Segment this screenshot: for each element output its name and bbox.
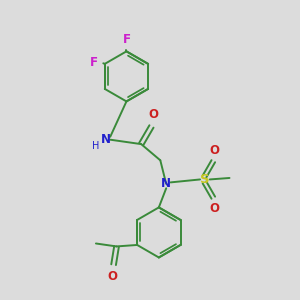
Text: O: O <box>210 144 220 157</box>
Text: O: O <box>210 202 220 215</box>
Text: N: N <box>101 133 111 146</box>
Text: F: F <box>90 56 98 69</box>
Text: O: O <box>107 270 117 283</box>
Text: S: S <box>200 173 209 186</box>
Text: N: N <box>161 177 171 190</box>
Text: F: F <box>122 33 130 46</box>
Text: H: H <box>92 141 99 151</box>
Text: O: O <box>148 108 158 121</box>
